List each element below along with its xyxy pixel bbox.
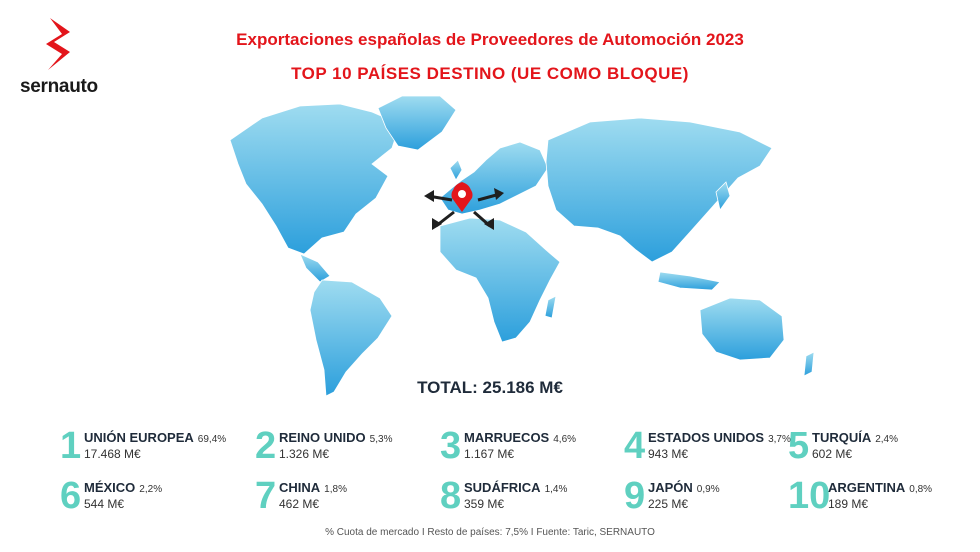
japan: [715, 181, 731, 211]
export-value: 1.167 M€: [464, 447, 515, 461]
market-share: 2,2%: [139, 484, 163, 495]
ranking-item: 9 JAPÓN 0,9% 225 M€: [624, 475, 804, 522]
market-share: 1,8%: [324, 484, 347, 495]
location-pin-icon: [451, 182, 473, 212]
ranking-item: 6 MÉXICO 2,2% 544 M€: [60, 475, 240, 522]
rank-number: 7: [255, 475, 277, 517]
market-share: 0,9%: [696, 484, 720, 495]
export-value: 225 M€: [648, 497, 689, 511]
rank-number: 4: [624, 425, 646, 467]
export-value: 544 M€: [84, 497, 125, 511]
ranking-item: 4 ESTADOS UNIDOS 3,7% 943 M€: [624, 425, 804, 472]
country-name: TURQUÍA 2,4%: [812, 430, 898, 445]
rank-number: 9: [624, 475, 646, 517]
sernauto-logo: sernauto: [18, 18, 108, 98]
country-name: ESTADOS UNIDOS 3,7%: [648, 430, 791, 445]
rank-number: 8: [440, 475, 462, 517]
export-value: 943 M€: [648, 447, 689, 461]
africa: [439, 217, 561, 343]
rank-number: 5: [788, 425, 810, 467]
export-value: 17.468 M€: [84, 447, 141, 461]
market-share: 1,4%: [544, 484, 568, 495]
market-share: 5,3%: [369, 434, 393, 445]
country-label: MARRUECOS: [464, 430, 550, 445]
ranking-item: 5 TURQUÍA 2,4% 602 M€: [788, 425, 968, 472]
north-america: [229, 103, 401, 255]
indonesia: [657, 271, 721, 291]
market-share: 2,4%: [875, 434, 899, 445]
country-name: UNIÓN EUROPEA 69,4%: [84, 430, 226, 445]
market-share: 3,7%: [768, 434, 791, 445]
australia: [699, 297, 785, 361]
country-name: JAPÓN 0,9%: [648, 480, 720, 495]
country-label: SUDÁFRICA: [464, 480, 541, 495]
page-subtitle: TOP 10 PAÍSES DESTINO (UE COMO BLOQUE): [291, 64, 689, 83]
country-label: JAPÓN: [648, 480, 693, 495]
country-label: ARGENTINA: [828, 480, 906, 495]
rank-number: 3: [440, 425, 462, 467]
madagascar: [544, 295, 557, 319]
central-america: [299, 253, 331, 283]
south-america: [309, 279, 393, 397]
uk: [449, 159, 463, 181]
export-value: 1.326 M€: [279, 447, 330, 461]
country-name: ARGENTINA 0,8%: [828, 480, 932, 495]
country-label: UNIÓN EUROPEA: [84, 430, 194, 445]
footnote: % Cuota de mercado I Resto de países: 7,…: [325, 527, 655, 538]
rank-number: 2: [255, 425, 277, 467]
country-name: SUDÁFRICA 1,4%: [464, 480, 567, 495]
rank-number: 10: [788, 475, 831, 517]
page-title: Exportaciones españolas de Proveedores d…: [236, 30, 744, 49]
export-value: 462 M€: [279, 497, 320, 511]
ranking-item: 1 UNIÓN EUROPEA 69,4% 17.468 M€: [60, 425, 240, 472]
rank-number: 6: [60, 475, 82, 517]
market-share: 4,6%: [553, 434, 577, 445]
market-share: 0,8%: [909, 484, 933, 495]
market-share: 69,4%: [197, 434, 227, 445]
brand-name: sernauto: [20, 76, 98, 97]
rank-number: 1: [60, 425, 82, 467]
country-label: MÉXICO: [84, 480, 136, 495]
asia: [545, 117, 773, 263]
sernauto-s-logo-icon: [46, 18, 70, 70]
country-label: REINO UNIDO: [279, 430, 366, 445]
export-value: 359 M€: [464, 497, 505, 511]
export-value: 189 M€: [828, 497, 869, 511]
world-map: [229, 95, 815, 397]
country-name: MÉXICO 2,2%: [84, 480, 162, 495]
country-label: CHINA: [279, 480, 321, 495]
ranking-item: 2 REINO UNIDO 5,3% 1.326 M€: [255, 425, 435, 472]
new-zealand: [803, 351, 815, 377]
export-value: 602 M€: [812, 447, 853, 461]
country-name: REINO UNIDO 5,3%: [279, 430, 392, 445]
ranking-item: 3 MARRUECOS 4,6% 1.167 M€: [440, 425, 620, 472]
total-value: TOTAL: 25.186 M€: [417, 378, 563, 397]
ranking-item: 7 CHINA 1,8% 462 M€: [255, 475, 435, 522]
country-name: CHINA 1,8%: [279, 480, 347, 495]
greenland: [377, 95, 457, 151]
country-label: ESTADOS UNIDOS: [648, 430, 765, 445]
country-label: TURQUÍA: [812, 430, 872, 445]
ranking-item: 8 SUDÁFRICA 1,4% 359 M€: [440, 475, 620, 522]
ranking-item: 10 ARGENTINA 0,8% 189 M€: [788, 475, 968, 522]
country-name: MARRUECOS 4,6%: [464, 430, 576, 445]
